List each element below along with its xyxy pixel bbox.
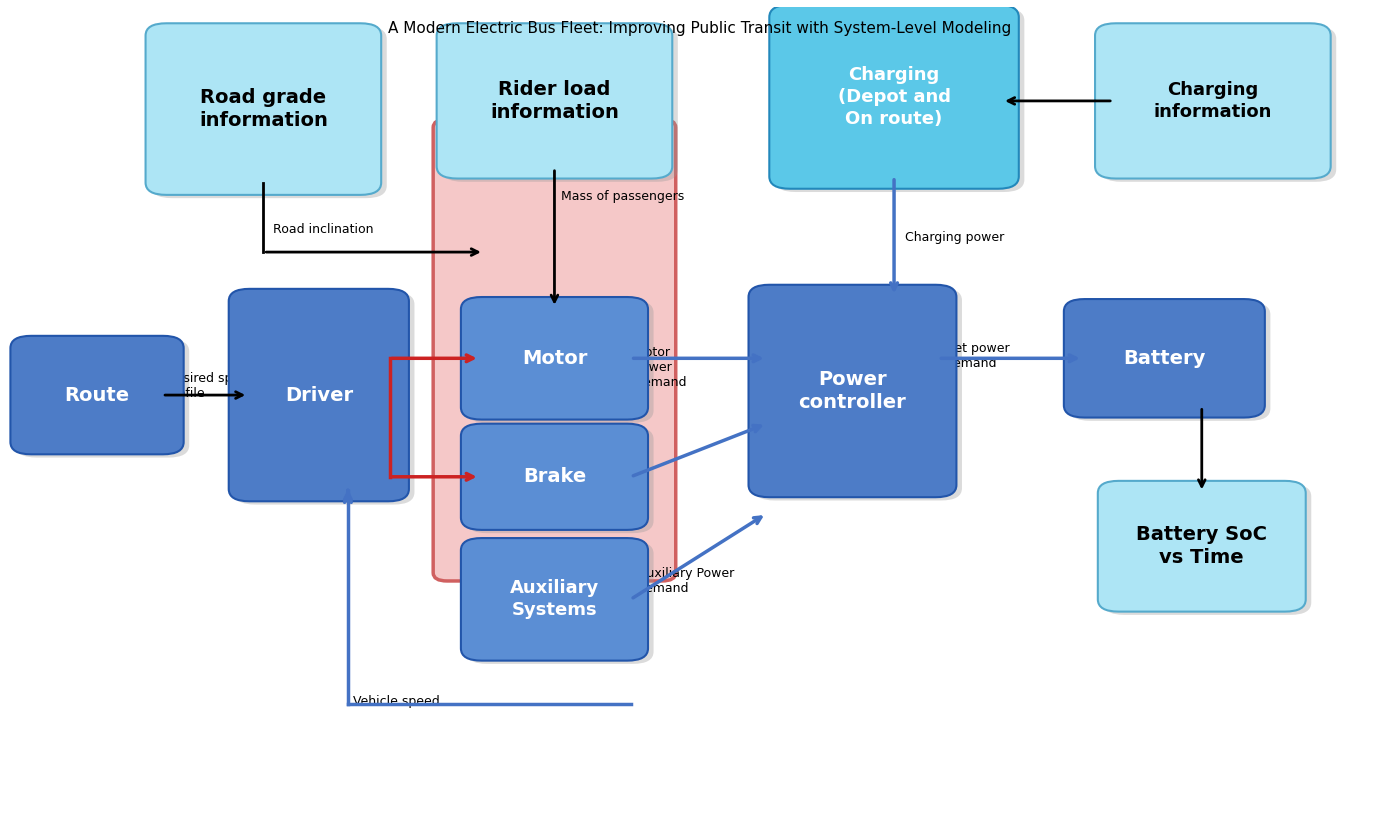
FancyBboxPatch shape [433, 120, 676, 581]
Text: Route: Route [64, 386, 130, 405]
Text: Road inclination: Road inclination [273, 223, 374, 236]
Text: Vehicle: Vehicle [515, 152, 594, 171]
FancyBboxPatch shape [466, 300, 654, 423]
Text: Auxiliary Power
demand: Auxiliary Power demand [637, 567, 734, 595]
FancyBboxPatch shape [437, 23, 672, 179]
FancyBboxPatch shape [755, 288, 962, 500]
Text: Rider load
information: Rider load information [490, 80, 619, 122]
FancyBboxPatch shape [146, 23, 381, 195]
FancyBboxPatch shape [234, 293, 414, 504]
Text: Mass of passengers: Mass of passengers [561, 190, 685, 203]
FancyBboxPatch shape [774, 8, 1025, 192]
Text: Power
controller: Power controller [798, 370, 906, 412]
Text: Motor: Motor [522, 349, 587, 368]
Text: Auxiliary
Systems: Auxiliary Systems [510, 579, 599, 619]
Text: Desired speed
profile: Desired speed profile [167, 372, 256, 401]
FancyBboxPatch shape [749, 285, 956, 497]
FancyBboxPatch shape [466, 541, 654, 664]
FancyBboxPatch shape [228, 289, 409, 501]
Text: Battery: Battery [1123, 349, 1205, 368]
FancyBboxPatch shape [1095, 23, 1330, 179]
Text: Charging
(Depot and
On route): Charging (Depot and On route) [837, 66, 951, 128]
FancyBboxPatch shape [770, 5, 1019, 189]
FancyBboxPatch shape [15, 339, 189, 458]
Text: Driver: Driver [284, 386, 353, 405]
FancyBboxPatch shape [1064, 299, 1264, 417]
FancyBboxPatch shape [442, 27, 678, 182]
FancyBboxPatch shape [1103, 484, 1312, 615]
Text: Battery SoC
vs Time: Battery SoC vs Time [1137, 525, 1267, 568]
FancyBboxPatch shape [1098, 481, 1306, 612]
Text: Charging power: Charging power [906, 231, 1004, 243]
Text: Vehicle speed: Vehicle speed [353, 695, 440, 708]
FancyBboxPatch shape [461, 424, 648, 530]
FancyBboxPatch shape [10, 336, 183, 455]
Text: Brake: Brake [522, 467, 587, 486]
Text: Net power
demand: Net power demand [945, 342, 1009, 370]
FancyBboxPatch shape [151, 27, 386, 198]
Text: Regenerative power: Regenerative power [776, 427, 903, 440]
Text: Motor
Power
demand: Motor Power demand [634, 346, 686, 389]
FancyBboxPatch shape [461, 297, 648, 420]
Text: Charging
information: Charging information [1154, 81, 1273, 121]
FancyBboxPatch shape [1070, 302, 1270, 420]
FancyBboxPatch shape [466, 427, 654, 534]
Text: Road grade
information: Road grade information [199, 88, 328, 130]
FancyBboxPatch shape [1100, 27, 1336, 182]
Text: A Modern Electric Bus Fleet: Improving Public Transit with System-Level Modeling: A Modern Electric Bus Fleet: Improving P… [388, 21, 1012, 36]
FancyBboxPatch shape [461, 538, 648, 661]
